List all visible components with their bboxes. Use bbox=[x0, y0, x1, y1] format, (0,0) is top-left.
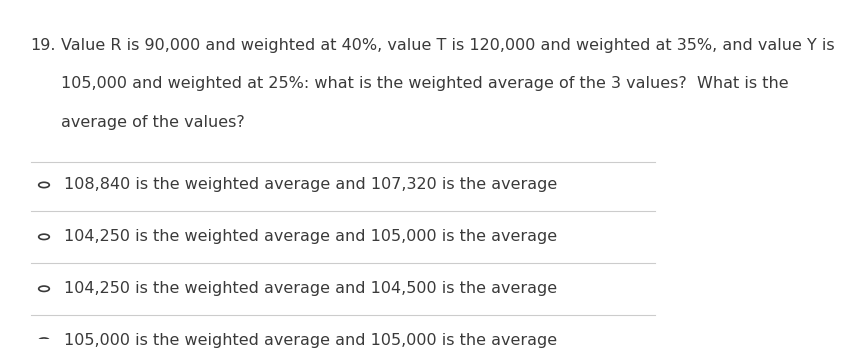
Text: 108,840 is the weighted average and 107,320 is the average: 108,840 is the weighted average and 107,… bbox=[64, 177, 558, 193]
Text: 104,250 is the weighted average and 105,000 is the average: 104,250 is the weighted average and 105,… bbox=[64, 230, 557, 244]
Text: 105,000 is the weighted average and 105,000 is the average: 105,000 is the weighted average and 105,… bbox=[64, 333, 557, 348]
Text: 104,250 is the weighted average and 104,500 is the average: 104,250 is the weighted average and 104,… bbox=[64, 281, 557, 296]
Text: 19.: 19. bbox=[30, 38, 56, 53]
Text: Value R is 90,000 and weighted at 40%, value T is 120,000 and weighted at 35%, a: Value R is 90,000 and weighted at 40%, v… bbox=[61, 38, 834, 53]
Text: 105,000 and weighted at 25%: what is the weighted average of the 3 values?  What: 105,000 and weighted at 25%: what is the… bbox=[61, 76, 788, 91]
Text: average of the values?: average of the values? bbox=[61, 115, 244, 130]
